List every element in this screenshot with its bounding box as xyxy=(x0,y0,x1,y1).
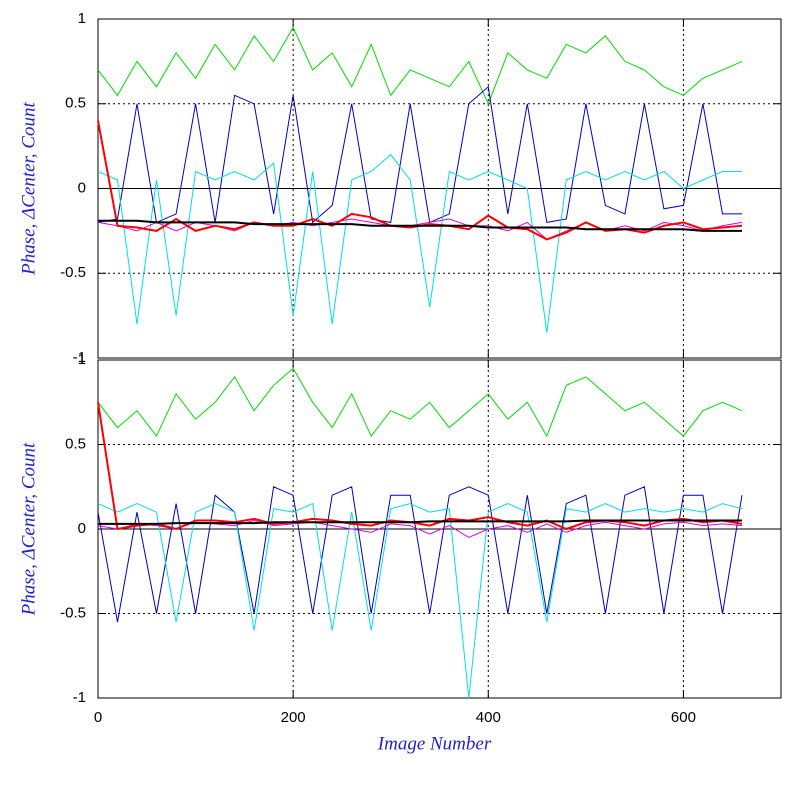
y-tick-label: -1 xyxy=(73,689,86,706)
y-tick-label: -0.5 xyxy=(60,604,86,621)
series-line xyxy=(97,26,743,106)
y-tick-label: 1 xyxy=(78,351,86,368)
y-tick-label: 0 xyxy=(78,520,86,537)
y-axis-title: Phase, ΔCenter, Count xyxy=(18,101,39,275)
y-tick-label: 0 xyxy=(78,179,86,196)
x-axis-title: Image Number xyxy=(377,733,492,754)
series-line xyxy=(97,486,743,623)
y-tick-label: -0.5 xyxy=(60,264,86,281)
y-tick-label: 0.5 xyxy=(65,435,86,452)
series-line xyxy=(97,153,742,333)
series-line xyxy=(97,402,743,531)
series-line xyxy=(97,367,743,438)
x-tick-label: 0 xyxy=(94,709,102,726)
y-tick-label: 0.5 xyxy=(65,95,86,112)
series-line xyxy=(97,502,743,699)
y-axis-title: Phase, ΔCenter, Count xyxy=(18,442,39,616)
y-tick-label: 1 xyxy=(78,10,86,27)
x-tick-label: 600 xyxy=(671,709,696,726)
x-tick-label: 400 xyxy=(476,709,501,726)
series-line xyxy=(98,519,742,525)
series-line xyxy=(97,85,742,224)
y-tick-label: -1 xyxy=(73,349,86,366)
series-line xyxy=(98,219,742,232)
x-tick-label: 200 xyxy=(281,709,306,726)
